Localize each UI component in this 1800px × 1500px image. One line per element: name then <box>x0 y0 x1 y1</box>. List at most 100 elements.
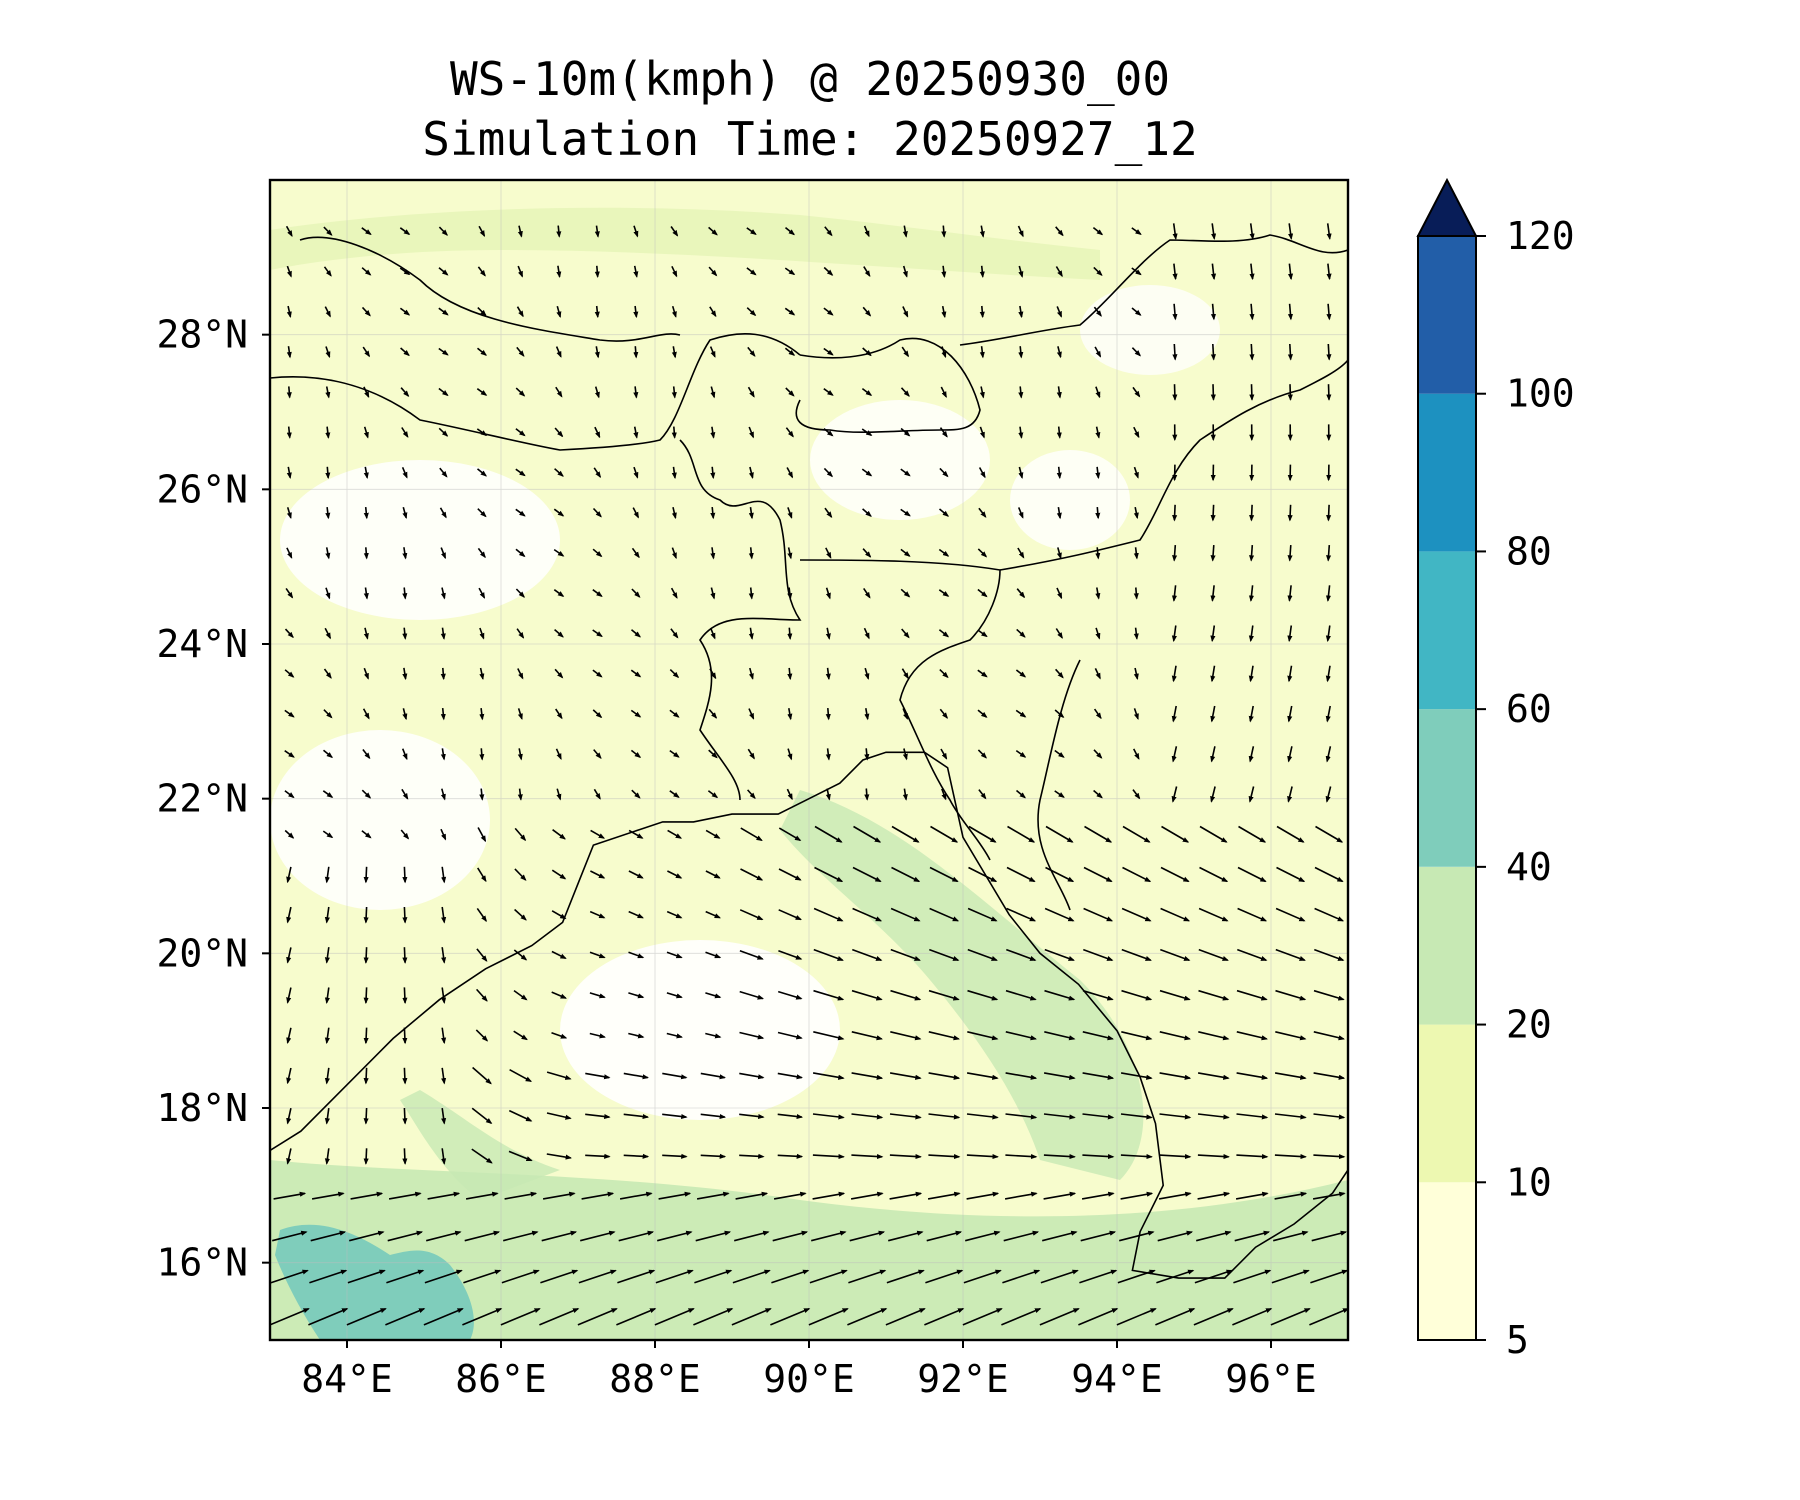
wind-arrow <box>890 989 922 1001</box>
colorbar-tick-label: 80 <box>1506 529 1552 573</box>
wind-arrow <box>594 426 601 439</box>
wind-arrow <box>1326 384 1332 401</box>
chart-title-line2: Simulation Time: 20250927_12 <box>422 112 1198 166</box>
wind-arrow <box>671 547 677 560</box>
wind-arrow <box>1044 1031 1076 1041</box>
wind-arrow <box>440 587 446 600</box>
wind-arrow <box>977 709 988 718</box>
wind-arrow <box>362 749 371 760</box>
wind-arrow <box>747 789 756 800</box>
wind-arrow <box>322 830 334 839</box>
wind-arrow <box>542 1191 576 1200</box>
wind-arrow <box>1133 547 1139 560</box>
wind-arrow <box>325 587 331 600</box>
wind-arrow <box>1235 1191 1269 1200</box>
wind-arrow <box>700 1113 727 1120</box>
wind-arrow <box>555 748 562 760</box>
wind-arrow <box>323 709 333 719</box>
wind-arrow <box>286 1108 292 1125</box>
wind-arrow <box>551 910 567 920</box>
wind-arrow <box>350 1191 384 1200</box>
wind-arrow <box>500 1307 541 1326</box>
wind-arrow <box>1017 225 1024 238</box>
wind-arrow <box>1120 1113 1153 1120</box>
wind-arrow <box>785 387 795 397</box>
wind-arrow <box>1171 665 1177 683</box>
wind-arrow <box>1314 948 1345 961</box>
wind-arrow <box>1092 226 1104 236</box>
wind-arrow <box>479 748 485 761</box>
wind-arrow <box>1156 1269 1195 1284</box>
wind-arrow <box>747 748 755 760</box>
wind-arrow <box>1159 1153 1192 1160</box>
wind-arrow <box>286 507 292 520</box>
wind-arrow <box>501 1269 540 1284</box>
wind-arrow <box>1287 303 1294 321</box>
wind-arrow <box>784 347 796 356</box>
wind-arrow <box>787 748 793 761</box>
wind-arrow <box>813 1031 845 1041</box>
y-tick-label: 22°N <box>156 777 248 821</box>
wind-arrow <box>464 1230 501 1242</box>
wind-arrow <box>900 427 911 437</box>
wind-arrow <box>555 386 563 398</box>
wind-arrow <box>476 948 488 962</box>
wind-arrow <box>439 467 448 478</box>
wind-arrow <box>930 825 959 843</box>
wind-arrow <box>440 788 446 801</box>
wind-arrow <box>554 628 564 638</box>
wind-arrow <box>1198 1031 1230 1041</box>
wind-arrow <box>286 346 292 359</box>
wind-arrow <box>707 790 719 799</box>
wind-arrow <box>386 1269 425 1284</box>
wind-arrow <box>1211 223 1217 240</box>
wind-arrow <box>708 226 718 236</box>
wind-arrow <box>556 265 562 278</box>
x-tick-label: 84°E <box>301 1357 393 1401</box>
wind-arrow <box>441 947 447 964</box>
wind-arrow <box>966 1072 999 1080</box>
wind-arrow <box>438 427 449 437</box>
wind-arrow <box>669 669 680 679</box>
wind-arrow <box>325 386 331 399</box>
wind-arrow <box>1232 1307 1273 1326</box>
wind-arrow <box>667 870 683 879</box>
wind-arrow <box>748 547 754 560</box>
wind-arrow <box>1248 746 1255 763</box>
wind-arrow <box>669 790 680 798</box>
wind-arrow <box>746 307 757 317</box>
wind-arrow <box>778 827 802 841</box>
wind-arrow <box>710 547 716 560</box>
wind-arrow <box>325 466 331 480</box>
wind-arrow <box>825 547 832 559</box>
wind-arrow <box>670 226 679 237</box>
wind-arrow <box>323 668 332 679</box>
wind-vectors <box>270 223 1348 1326</box>
wind-arrow <box>900 588 911 598</box>
wind-arrow <box>349 1230 385 1242</box>
colorbar-segment <box>1418 866 1476 1025</box>
wind-arrow <box>1275 1031 1307 1041</box>
wind-arrow <box>1095 507 1101 520</box>
colorbar-tick-label: 10 <box>1506 1160 1552 1204</box>
x-tick-label: 96°E <box>1225 1357 1317 1401</box>
wind-arrow <box>852 866 882 883</box>
map-boundaries <box>270 234 1348 1279</box>
wind-arrow <box>885 1307 926 1326</box>
wind-arrow <box>1043 1072 1076 1080</box>
wind-arrow <box>1193 1307 1234 1326</box>
wind-arrow <box>696 1191 730 1200</box>
wind-arrow <box>939 427 948 438</box>
wind-arrow <box>1133 627 1139 640</box>
wind-arrow <box>477 547 486 559</box>
colorbar-segment <box>1418 1024 1476 1183</box>
wind-arrow <box>1004 1191 1038 1200</box>
wind-arrow <box>477 867 487 883</box>
wind-arrow <box>963 1269 1002 1284</box>
wind-arrow <box>1172 303 1178 321</box>
wind-arrow <box>1133 466 1139 479</box>
wind-arrow <box>324 1027 330 1045</box>
wind-arrow <box>902 788 908 801</box>
border-tibet <box>959 234 1348 346</box>
wind-arrow <box>1172 343 1178 361</box>
